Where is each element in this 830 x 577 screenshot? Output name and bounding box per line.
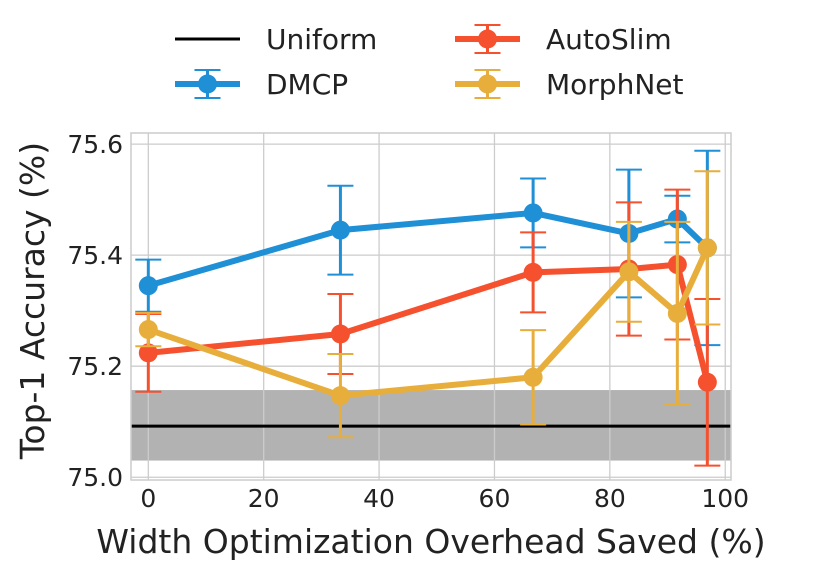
data-point [697, 238, 717, 258]
data-point [697, 372, 717, 392]
y-tick-label: 75.4 [67, 241, 123, 270]
legend-item-dmcp: DMCP [175, 68, 348, 101]
data-point [330, 324, 350, 344]
legend-marker [198, 74, 217, 94]
legend-label: DMCP [266, 68, 348, 101]
data-point [138, 320, 158, 340]
x-tick-label: 40 [363, 484, 395, 513]
y-tick-label: 75.0 [67, 463, 123, 492]
legend-label: MorphNet [546, 68, 683, 101]
data-point [619, 262, 639, 282]
y-tick-label: 75.2 [67, 352, 123, 381]
data-point [330, 386, 350, 406]
x-tick-label: 0 [140, 484, 156, 513]
legend-marker [478, 29, 497, 49]
data-point [523, 262, 543, 282]
series-line [148, 261, 711, 384]
legend: Uniform DMCP AutoSlim MorphNet [175, 23, 683, 101]
legend-item-autoslim: AutoSlim [455, 23, 672, 56]
series-line [147, 246, 711, 399]
series-morphnet [135, 170, 721, 439]
plot-frame [130, 132, 732, 481]
data-point [138, 343, 158, 363]
x-axis-title: Width Optimization Overhead Saved (%) [96, 522, 765, 561]
legend-label: Uniform [266, 23, 377, 56]
data-point [330, 220, 350, 240]
series-layer [135, 149, 721, 467]
x-tick-label: 60 [479, 484, 511, 513]
x-tick-label: 20 [248, 484, 280, 513]
x-tick-label: 100 [701, 484, 749, 513]
legend-item-uniform: Uniform [175, 23, 377, 56]
data-point [523, 367, 543, 387]
x-tick-label: 80 [594, 484, 626, 513]
data-point [138, 276, 158, 296]
legend-marker [478, 74, 497, 94]
data-point [523, 203, 543, 223]
tick-labels: 0 20 40 60 80 100 75.0 75.2 75.4 75.6 [67, 130, 749, 513]
series-dmcp [135, 149, 721, 347]
data-point [667, 303, 687, 323]
legend-item-morphnet: MorphNet [455, 68, 683, 101]
y-tick-label: 75.6 [67, 130, 123, 159]
y-axis-title: Top-1 Accuracy (%) [13, 142, 52, 460]
legend-label: AutoSlim [546, 23, 672, 56]
